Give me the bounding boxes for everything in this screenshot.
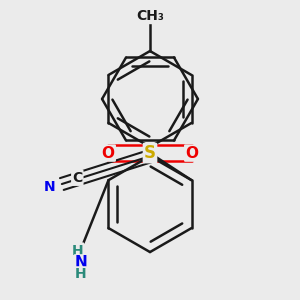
Text: S: S — [144, 144, 156, 162]
Text: C: C — [72, 171, 82, 185]
Text: H: H — [75, 267, 86, 281]
Text: H: H — [71, 244, 83, 257]
Text: O: O — [102, 146, 115, 160]
Text: O: O — [185, 146, 198, 160]
Text: CH₃: CH₃ — [136, 9, 164, 23]
Text: N: N — [75, 255, 88, 270]
Text: N: N — [44, 180, 55, 194]
